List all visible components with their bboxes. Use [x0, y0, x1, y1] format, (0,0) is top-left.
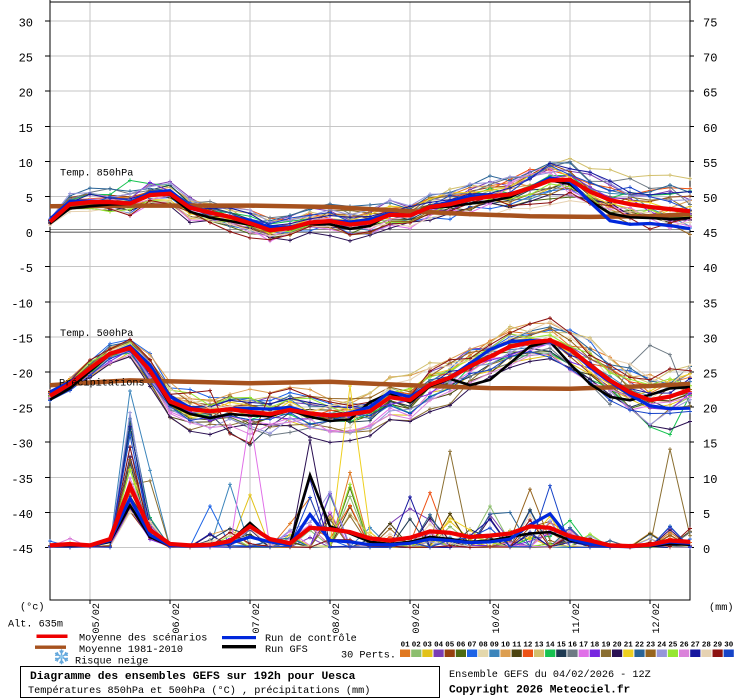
svg-text:Températures 850hPa et 500hPa: Températures 850hPa et 500hPa (°C) , pré… — [28, 685, 370, 697]
svg-text:10: 10 — [501, 641, 511, 649]
svg-text:09/02: 09/02 — [411, 603, 423, 634]
svg-text:08: 08 — [479, 641, 489, 649]
svg-text:25: 25 — [19, 52, 33, 66]
svg-text:29: 29 — [713, 641, 723, 649]
svg-text:Run GFS: Run GFS — [265, 645, 308, 656]
svg-text:Risque neige: Risque neige — [75, 656, 148, 668]
svg-text:11: 11 — [512, 641, 522, 649]
svg-text:55: 55 — [703, 157, 717, 171]
svg-text:12: 12 — [523, 641, 533, 649]
svg-text:05/02: 05/02 — [91, 603, 103, 634]
svg-text:27: 27 — [691, 641, 700, 649]
svg-text:09: 09 — [490, 641, 500, 649]
svg-text:30: 30 — [724, 641, 734, 649]
svg-text:07: 07 — [468, 641, 477, 649]
svg-text:14: 14 — [546, 641, 556, 649]
svg-text:-5: -5 — [19, 262, 33, 276]
svg-text:10/02: 10/02 — [491, 603, 503, 634]
svg-text:-25: -25 — [11, 403, 33, 417]
svg-text:-30: -30 — [11, 438, 33, 452]
svg-text:60: 60 — [703, 122, 717, 136]
svg-text:22: 22 — [635, 641, 645, 649]
svg-text:30 Perts.: 30 Perts. — [341, 651, 396, 662]
svg-text:15: 15 — [703, 438, 717, 452]
svg-text:04: 04 — [434, 641, 444, 649]
svg-text:Copyright 2026 Meteociel.fr: Copyright 2026 Meteociel.fr — [449, 685, 630, 697]
svg-text:07/02: 07/02 — [251, 603, 263, 634]
svg-text:Alt. 635m: Alt. 635m — [8, 619, 63, 631]
svg-text:01: 01 — [401, 641, 411, 649]
svg-text:24: 24 — [657, 641, 667, 649]
svg-text:-10: -10 — [11, 297, 33, 311]
svg-text:30: 30 — [19, 17, 33, 31]
svg-text:11/02: 11/02 — [571, 603, 583, 634]
svg-text:Moyenne 1981-2010: Moyenne 1981-2010 — [79, 645, 183, 656]
svg-text:-40: -40 — [11, 508, 33, 522]
svg-text:5: 5 — [703, 508, 710, 522]
svg-text:-20: -20 — [11, 368, 33, 382]
svg-text:Diagramme des ensembles GEFS s: Diagramme des ensembles GEFS sur 192h po… — [30, 671, 356, 683]
svg-text:23: 23 — [646, 641, 656, 649]
svg-text:16: 16 — [568, 641, 578, 649]
svg-text:(°c): (°c) — [20, 602, 44, 614]
svg-text:5: 5 — [26, 192, 33, 206]
svg-text:0: 0 — [26, 227, 33, 241]
svg-text:70: 70 — [703, 52, 717, 66]
svg-text:10: 10 — [703, 473, 717, 487]
svg-text:06: 06 — [456, 641, 466, 649]
svg-text:35: 35 — [703, 297, 717, 311]
svg-text:02: 02 — [412, 641, 422, 649]
svg-text:Run de contrôle: Run de contrôle — [265, 633, 357, 645]
svg-text:Précipitations: Précipitations — [59, 378, 145, 390]
svg-text:25: 25 — [668, 641, 678, 649]
svg-text:Moyenne des scénarios: Moyenne des scénarios — [79, 633, 207, 645]
svg-text:Temp. 500hPa: Temp. 500hPa — [60, 328, 133, 340]
svg-text:21: 21 — [624, 641, 634, 649]
svg-text:03: 03 — [423, 641, 433, 649]
svg-text:-35: -35 — [11, 473, 33, 487]
svg-text:Temp. 850hPa: Temp. 850hPa — [60, 168, 133, 180]
svg-text:50: 50 — [703, 192, 717, 206]
svg-text:18: 18 — [590, 641, 600, 649]
svg-text:25: 25 — [703, 368, 717, 382]
svg-text:15: 15 — [557, 641, 567, 649]
svg-text:06/02: 06/02 — [171, 603, 183, 634]
svg-text:0: 0 — [703, 543, 710, 557]
svg-text:20: 20 — [19, 87, 33, 101]
svg-text:15: 15 — [19, 122, 33, 136]
svg-text:17: 17 — [579, 641, 588, 649]
svg-text:30: 30 — [703, 332, 717, 346]
svg-text:08/02: 08/02 — [331, 603, 343, 634]
svg-text:20: 20 — [703, 403, 717, 417]
svg-text:(mm): (mm) — [709, 602, 733, 614]
svg-text:40: 40 — [703, 262, 717, 276]
svg-text:28: 28 — [702, 641, 712, 649]
svg-text:75: 75 — [703, 17, 717, 31]
svg-text:13: 13 — [535, 641, 545, 649]
svg-text:10: 10 — [19, 157, 33, 171]
svg-text:19: 19 — [601, 641, 611, 649]
svg-text:-15: -15 — [11, 332, 33, 346]
svg-text:65: 65 — [703, 87, 717, 101]
svg-text:05: 05 — [445, 641, 455, 649]
svg-text:26: 26 — [680, 641, 690, 649]
svg-text:-45: -45 — [11, 543, 33, 557]
svg-text:20: 20 — [613, 641, 623, 649]
svg-text:Ensemble GEFS du 04/02/2026 -: Ensemble GEFS du 04/02/2026 - 12Z — [449, 669, 651, 681]
svg-text:12/02: 12/02 — [651, 603, 663, 634]
svg-text:45: 45 — [703, 227, 717, 241]
